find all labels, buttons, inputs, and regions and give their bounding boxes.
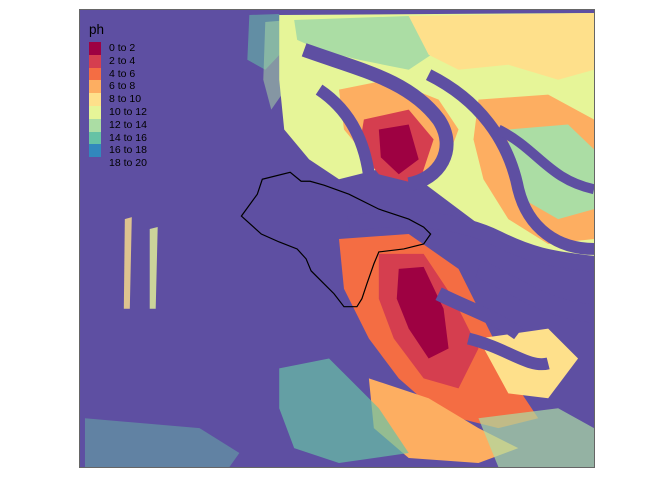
legend-swatch [89, 54, 101, 68]
raster-patch [123, 217, 132, 309]
channel [301, 43, 454, 192]
legend-swatch [89, 157, 101, 170]
legend-item: 12 to 14 [89, 118, 147, 132]
legend-item: 6 to 8 [89, 80, 147, 94]
channel [435, 287, 523, 340]
legend-swatch [89, 105, 101, 119]
legend-label: 18 to 20 [109, 157, 147, 170]
raster-patch [294, 15, 439, 70]
legend-swatch [89, 93, 101, 106]
raster-patch [84, 418, 240, 467]
legend-label: 4 to 6 [109, 67, 136, 80]
legend-label: 6 to 8 [109, 80, 136, 93]
legend-swatch [89, 118, 101, 132]
legend-swatch [89, 80, 101, 94]
channel [315, 84, 375, 176]
raster-patch [368, 378, 519, 464]
legend-label: 0 to 2 [109, 42, 136, 54]
legend-item: 0 to 2 [89, 42, 147, 55]
legend-item: 10 to 12 [89, 105, 147, 119]
legend-label: 12 to 14 [109, 118, 147, 131]
channel [466, 332, 550, 371]
legend-label: 8 to 10 [109, 93, 142, 106]
legend-swatch [89, 67, 101, 81]
legend-label: 16 to 18 [109, 144, 147, 157]
channel [425, 69, 594, 255]
raster-patch [396, 266, 449, 359]
raster-patch [478, 408, 594, 467]
ph-raster-map[interactable] [80, 10, 594, 467]
legend-item: 14 to 16 [89, 131, 147, 145]
raster-patch [149, 227, 158, 309]
legend-swatch [89, 144, 101, 158]
channel [475, 260, 594, 323]
legend-swatch [89, 42, 101, 55]
study-area-outline [240, 171, 432, 308]
legend-item: 8 to 10 [89, 93, 147, 106]
legend-title: ph [89, 22, 105, 37]
legend-swatch [89, 131, 101, 145]
legend-label: 14 to 16 [109, 131, 147, 144]
legend-label: 2 to 4 [109, 54, 136, 67]
legend-item: 16 to 18 [89, 144, 147, 158]
raster-patch [378, 124, 419, 175]
legend-item: 2 to 4 [89, 54, 147, 68]
legend-item: 18 to 20 [89, 157, 147, 170]
channel [496, 125, 594, 195]
legend-label: 10 to 12 [109, 105, 147, 118]
channel [347, 211, 594, 272]
raster-patch [408, 12, 594, 80]
raster-patch [279, 358, 409, 464]
map-panel[interactable] [79, 9, 595, 468]
legend-item: 4 to 6 [89, 67, 147, 81]
